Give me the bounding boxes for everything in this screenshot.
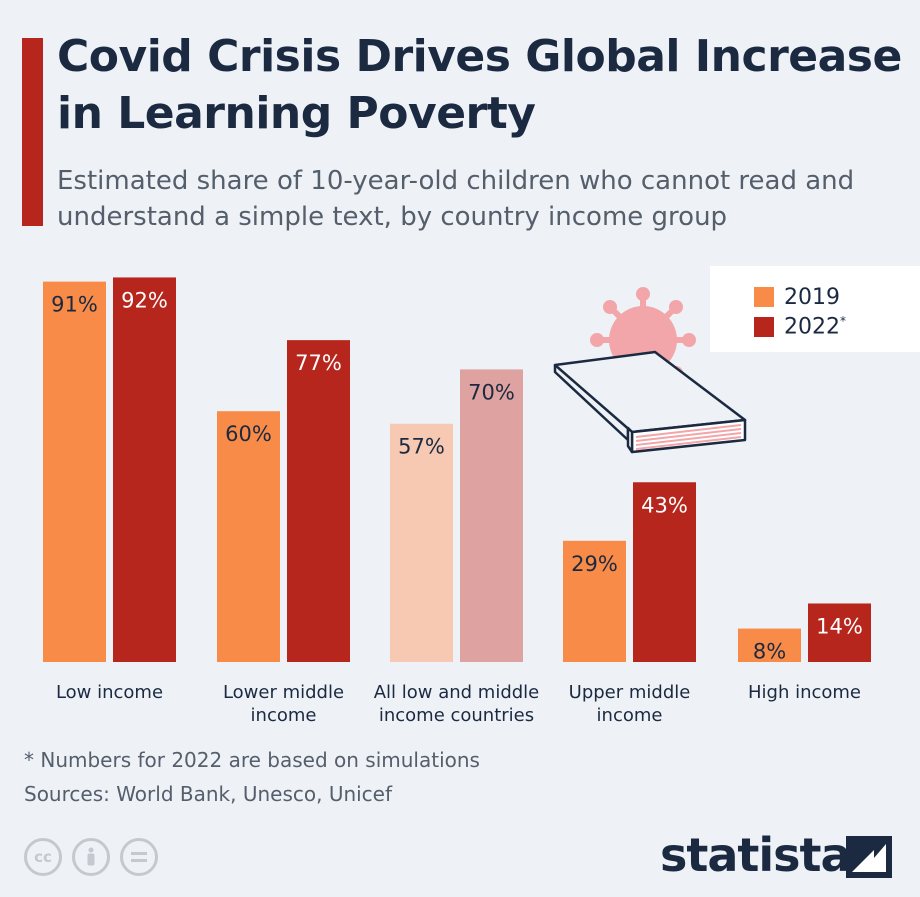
statista-logo-icon[interactable] — [846, 836, 892, 878]
legend-item-2022: 2022* — [754, 314, 846, 340]
bar-2019-cat-3 — [563, 540, 626, 662]
legend-label-2022-text: 2022 — [784, 314, 840, 340]
value-label-2019-cat-0: 91% — [51, 293, 98, 317]
category-label-1-line-1: income — [251, 705, 317, 726]
legend-swatch-2019 — [754, 287, 774, 307]
page-subtitle: Estimated share of 10-year-old children … — [57, 166, 855, 232]
legend-label-2019: 2019 — [784, 284, 840, 310]
brand-wordmark[interactable]: statista — [660, 828, 852, 882]
value-label-2019-cat-1: 60% — [225, 422, 272, 446]
license-icons: cc — [24, 838, 158, 876]
value-labels-layer: 91% 92% 60% 77% 57% 70% 29% 43% 8% 14% — [51, 288, 863, 663]
bar-2019-cat-2 — [390, 423, 453, 662]
value-label-2019-cat-3: 29% — [571, 552, 618, 576]
cc-icon[interactable]: cc — [24, 838, 62, 876]
value-label-2022-cat-3: 43% — [641, 493, 688, 517]
category-label-4-line-0: High income — [748, 682, 861, 703]
title-accent-bar — [22, 38, 43, 226]
category-label-3: Upper middle income — [569, 682, 691, 726]
attribution-icon[interactable] — [72, 838, 110, 876]
category-label-1: Lower middle income — [223, 682, 344, 726]
value-label-2022-cat-2: 70% — [468, 380, 515, 404]
bar-2022-cat-2 — [460, 369, 523, 662]
legend-label-2022-asterisk: * — [840, 314, 846, 329]
category-label-2-line-0: All low and middle — [374, 682, 540, 703]
legend-item-2019: 2019 — [754, 284, 840, 310]
bar-2019-cat-4 — [738, 628, 801, 662]
bars-layer — [43, 277, 871, 662]
bar-2019-cat-0 — [43, 281, 106, 662]
page-title: Covid Crisis Drives Global Increase in L… — [57, 31, 902, 139]
category-label-1-line-0: Lower middle — [223, 682, 344, 703]
category-label-4: High income — [748, 682, 861, 703]
bar-2019-cat-1 — [217, 411, 280, 662]
bar-2022-cat-3 — [633, 482, 696, 662]
category-label-2-line-1: income countries — [379, 705, 534, 726]
value-label-2022-cat-4: 14% — [816, 614, 863, 638]
category-label-3-line-0: Upper middle — [569, 682, 691, 703]
value-label-2022-cat-1: 77% — [295, 351, 342, 375]
bar-2022-cat-0 — [113, 277, 176, 662]
value-label-2022-cat-0: 92% — [121, 288, 168, 312]
category-label-0: Low income — [56, 682, 163, 703]
legend-label-2022: 2022* — [784, 314, 846, 339]
legend: 2019 2022* — [710, 266, 920, 352]
value-label-2019-cat-4: 8% — [753, 640, 786, 664]
bar-2022-cat-1 — [287, 340, 350, 662]
category-label-2: All low and middle income countries — [374, 682, 540, 726]
book-icon — [553, 350, 747, 454]
category-label-3-line-1: income — [597, 705, 663, 726]
legend-swatch-2022 — [754, 317, 774, 337]
no-derivatives-icon[interactable] — [120, 838, 158, 876]
value-label-2019-cat-2: 57% — [398, 435, 445, 459]
covid-book-illustration — [553, 287, 747, 454]
footnote: * Numbers for 2022 are based on simulati… — [24, 748, 480, 772]
category-label-0-line-0: Low income — [56, 682, 163, 703]
bar-2022-cat-4 — [808, 603, 871, 662]
sources-note: Sources: World Bank, Unesco, Unicef — [24, 782, 393, 806]
